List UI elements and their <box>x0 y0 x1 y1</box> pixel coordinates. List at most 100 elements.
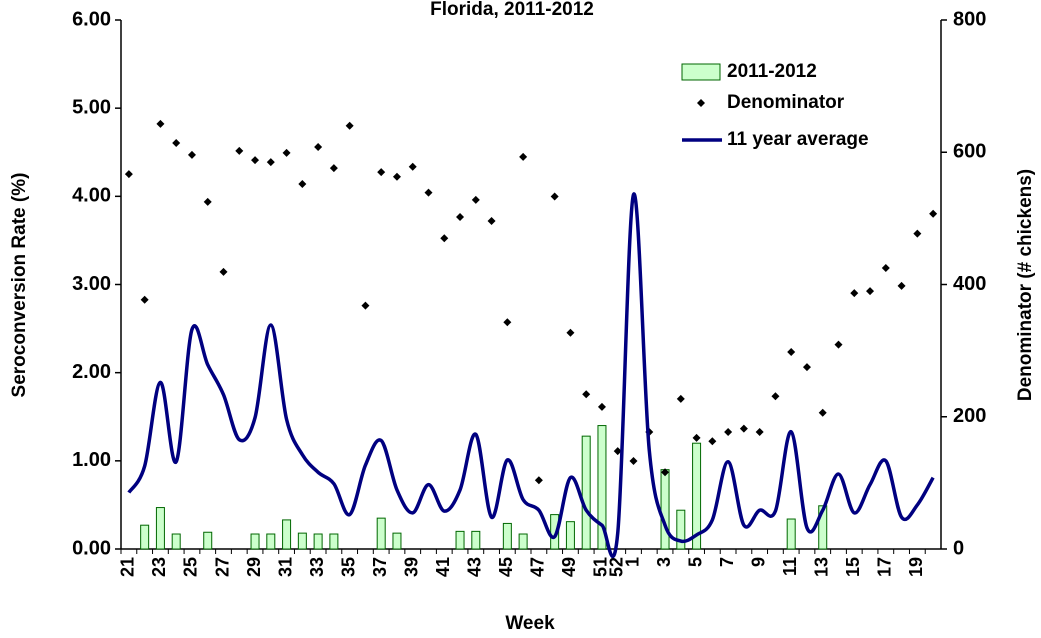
marker <box>929 209 938 218</box>
x-tick-label: 11 <box>780 557 800 576</box>
bar <box>502 522 512 550</box>
x-tick-label: 23 <box>149 557 169 577</box>
marker <box>739 424 748 433</box>
marker <box>881 263 890 272</box>
x-tick-label: 31 <box>275 557 295 577</box>
marker <box>708 437 717 446</box>
marker <box>787 347 796 356</box>
marker <box>187 150 196 159</box>
marker <box>519 152 528 161</box>
marker <box>834 340 843 349</box>
x-tick-label: 41 <box>433 557 453 577</box>
bar <box>155 507 165 550</box>
marker <box>408 162 417 171</box>
bar <box>818 505 828 550</box>
legend-label: 2011-2012 <box>727 61 817 82</box>
y2-tick-label: 200 <box>953 405 986 427</box>
y-axis-title: Seroconversion Rate (%) <box>9 173 30 398</box>
bar <box>140 524 150 550</box>
legend-label: 11 year average <box>727 129 869 150</box>
marker <box>850 289 859 298</box>
x-tick-label: 3 <box>654 557 674 567</box>
bar <box>786 518 796 550</box>
marker <box>156 119 165 128</box>
marker <box>755 427 764 436</box>
legend-swatch <box>697 99 705 107</box>
x-tick-label: 45 <box>496 557 516 577</box>
y2-tick-label: 600 <box>953 141 986 163</box>
marker <box>471 195 480 204</box>
bar <box>282 519 292 550</box>
y-tick-label: 2.00 <box>72 361 111 383</box>
y-tick-label: 4.00 <box>72 185 111 207</box>
x-tick-label: 21 <box>118 557 138 577</box>
x-tick-label: 29 <box>244 557 264 577</box>
x-tick-label: 5 <box>685 557 705 567</box>
marker <box>140 295 149 304</box>
x-tick-label: 19 <box>906 557 926 577</box>
x-tick-label: 13 <box>811 557 831 577</box>
x-tick-label: 15 <box>843 557 863 577</box>
bar <box>581 435 591 550</box>
bar <box>676 509 686 550</box>
marker <box>314 142 323 151</box>
x-tick-label: 17 <box>875 557 895 577</box>
y2-tick-label: 800 <box>953 8 986 30</box>
marker <box>550 192 559 201</box>
x-tick-label: 9 <box>748 557 768 567</box>
marker <box>424 188 433 197</box>
line <box>127 192 935 559</box>
marker <box>251 156 260 165</box>
x-tick-label: 49 <box>559 557 579 577</box>
marker <box>613 447 622 456</box>
marker <box>661 468 670 477</box>
bar <box>376 517 386 550</box>
marker <box>440 234 449 243</box>
marker <box>392 172 401 181</box>
legend-label: Denominator <box>727 92 845 113</box>
x-tick-label: 51 <box>591 557 611 577</box>
marker <box>282 148 291 157</box>
bar <box>203 531 213 550</box>
marker <box>266 158 275 167</box>
marker <box>345 121 354 130</box>
x-tick-label: 39 <box>401 557 421 577</box>
bar <box>455 530 465 550</box>
x-axis-title: Week <box>505 613 555 634</box>
bar <box>297 532 307 550</box>
y-tick-label: 3.00 <box>72 273 111 295</box>
marker <box>298 179 307 188</box>
y2-tick-label: 400 <box>953 273 986 295</box>
bar <box>692 442 702 550</box>
marker <box>361 301 370 310</box>
bar <box>565 521 575 550</box>
marker <box>487 217 496 226</box>
marker <box>692 433 701 442</box>
bar <box>250 533 260 550</box>
marker <box>771 392 780 401</box>
marker <box>329 164 338 173</box>
y2-tick-label: 0 <box>953 537 964 559</box>
x-tick-label: 52 <box>606 557 626 577</box>
marker <box>534 476 543 485</box>
marker <box>724 427 733 436</box>
legend-swatch <box>681 63 721 81</box>
marker <box>456 213 465 222</box>
x-tick-label: 37 <box>370 557 390 577</box>
y-tick-label: 1.00 <box>72 449 111 471</box>
marker <box>629 457 638 466</box>
bar <box>171 533 181 550</box>
y-tick-label: 0.00 <box>72 537 111 559</box>
x-tick-label: 33 <box>307 557 327 577</box>
bar <box>313 533 323 550</box>
marker <box>203 197 212 206</box>
marker <box>818 408 827 417</box>
x-tick-label: 1 <box>622 557 642 567</box>
marker <box>597 402 606 411</box>
marker <box>897 281 906 290</box>
bar <box>329 533 339 550</box>
x-tick-label: 27 <box>212 557 232 577</box>
x-tick-label: 47 <box>528 557 548 577</box>
marker <box>566 328 575 337</box>
